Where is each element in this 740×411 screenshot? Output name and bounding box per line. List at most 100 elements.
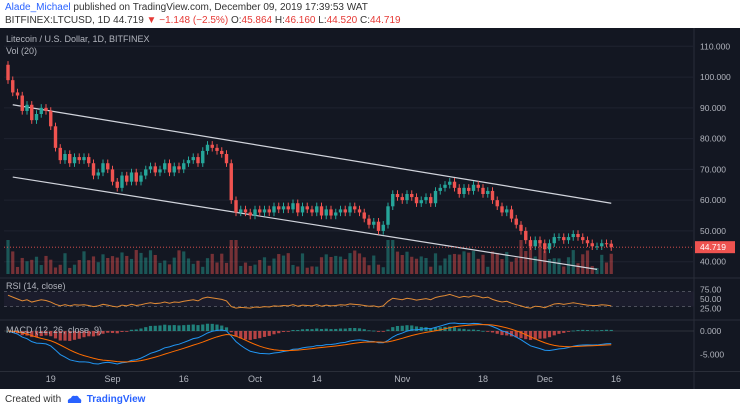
volume-bar: [514, 257, 518, 274]
volume-bar: [315, 266, 319, 274]
volume-bar: [205, 258, 210, 274]
open-label: O:: [230, 15, 242, 26]
macd-histogram-bar: [334, 328, 338, 331]
volume-bar: [324, 254, 328, 274]
macd-histogram-bar: [566, 331, 571, 332]
volume-bar: [106, 257, 110, 274]
candle-body: [267, 209, 271, 213]
macd-histogram-bar: [205, 323, 210, 331]
volume-bar: [286, 253, 290, 274]
candle-body: [305, 206, 309, 210]
volume-bar: [424, 257, 428, 274]
candle-body: [486, 190, 490, 194]
candle-body: [329, 209, 333, 216]
volume-bar: [376, 264, 381, 274]
macd-histogram-bar: [243, 331, 248, 340]
candle-body: [566, 237, 571, 241]
macd-histogram-bar: [604, 329, 609, 331]
candle-body: [262, 209, 267, 213]
last-price-label: 44.719: [700, 242, 726, 252]
volume-bar: [163, 260, 167, 274]
candle-body: [30, 104, 34, 121]
volume-bar: [82, 251, 86, 274]
candle-body: [557, 237, 561, 239]
candle-body: [467, 187, 471, 191]
volume-bar: [405, 251, 409, 274]
candle-body: [585, 240, 590, 244]
candle-body: [604, 243, 609, 245]
volume-bar: [91, 256, 96, 274]
macd-histogram-bar: [253, 331, 257, 340]
candle-body: [524, 230, 528, 241]
volume-bar: [595, 267, 599, 274]
candle-body: [296, 203, 300, 213]
candle-body: [186, 160, 191, 164]
volume-bar: [272, 258, 276, 274]
volume-bar: [581, 254, 585, 274]
macd-histogram-bar: [557, 331, 561, 334]
price-tick-label: 90.000: [700, 103, 726, 113]
macd-histogram-bar: [590, 330, 594, 332]
volume-bar: [63, 253, 67, 274]
macd-histogram-bar: [291, 329, 295, 331]
macd-histogram-bar: [457, 328, 461, 331]
candle-body: [562, 237, 566, 241]
macd-histogram-bar: [201, 324, 205, 331]
volume-bar: [215, 262, 219, 274]
candle-body: [96, 172, 100, 176]
volume-bar: [471, 251, 476, 274]
candle-body: [495, 200, 499, 207]
macd-histogram-bar: [44, 331, 48, 336]
tradingview-brand[interactable]: TradingView: [86, 394, 146, 405]
volume-bar: [509, 261, 514, 274]
candle-body: [163, 163, 167, 170]
candle-body: [543, 243, 547, 250]
last-price: 44.719: [113, 15, 144, 26]
volume-bar: [248, 265, 252, 274]
volume-bar: [609, 253, 613, 274]
volume-bar: [448, 254, 452, 274]
candle-body: [106, 163, 110, 170]
macd-histogram-bar: [96, 331, 100, 336]
candle-body: [481, 187, 485, 194]
volume-bar: [300, 253, 305, 274]
volume-bar: [239, 265, 243, 274]
candle-body: [182, 163, 186, 170]
macd-histogram-bar: [519, 331, 523, 339]
price-tick-label: 70.000: [700, 164, 726, 174]
candle-body: [281, 206, 286, 210]
candle-body: [538, 240, 542, 244]
macd-signal-line: [7, 324, 612, 363]
macd-histogram-bar: [148, 325, 153, 331]
volume-bar: [267, 265, 271, 274]
macd-histogram-bar: [82, 331, 86, 338]
candle-body: [410, 194, 414, 198]
macd-histogram-bar: [324, 328, 328, 331]
macd-tick-label: 0.000: [700, 326, 722, 336]
candle-body: [215, 147, 219, 151]
price-tick-label: 100.000: [700, 72, 731, 82]
macd-label: MACD (12, 26, close, 9): [6, 325, 102, 335]
volume-bar: [58, 264, 62, 274]
author-link[interactable]: Alade_Michael: [5, 2, 71, 13]
candle-body: [144, 169, 148, 176]
volume-bar: [291, 264, 295, 274]
macd-histogram-bar: [353, 328, 357, 331]
volume-bar: [129, 258, 134, 274]
price-tick-label: 60.000: [700, 195, 726, 205]
volume-bar: [11, 251, 15, 274]
macd-histogram-bar: [229, 331, 233, 333]
volume-bar: [495, 252, 499, 274]
macd-histogram-bar: [338, 328, 343, 331]
candle-body: [68, 154, 72, 164]
close-label: C:: [359, 15, 370, 26]
macd-histogram-bar: [281, 331, 286, 332]
macd-histogram-bar: [134, 329, 138, 331]
macd-histogram-bar: [505, 331, 509, 336]
macd-histogram-bar: [310, 329, 314, 331]
volume-bar: [30, 259, 34, 274]
volume-bar: [357, 253, 362, 274]
macd-histogram-bar: [139, 328, 143, 331]
macd-histogram-bar: [600, 330, 604, 331]
